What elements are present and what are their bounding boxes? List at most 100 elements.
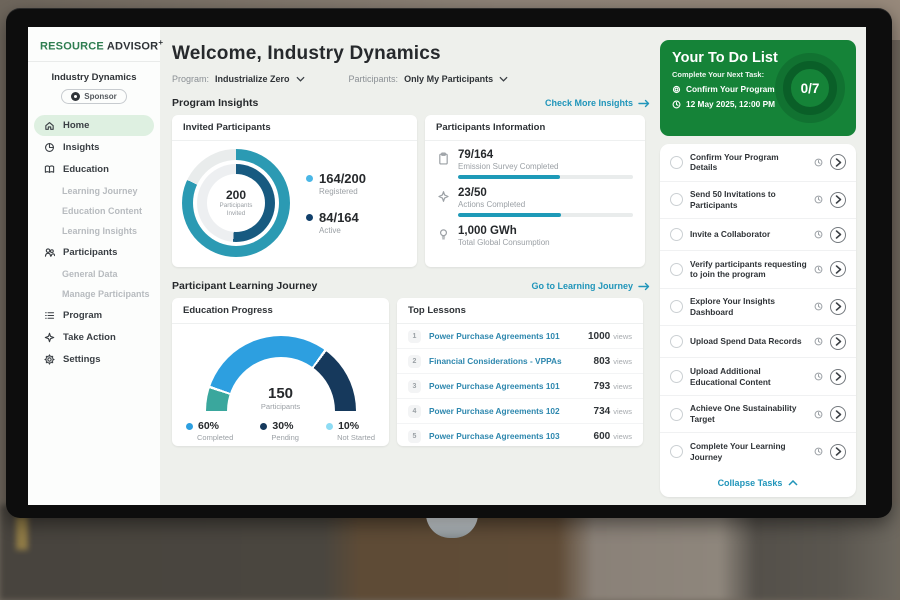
todo-progress-ring-inner: 0/7: [783, 61, 837, 115]
sidebar-item-learning-insights[interactable]: Learning Insights: [28, 221, 160, 241]
task-go-button[interactable]: [830, 369, 846, 385]
program-dropdown[interactable]: Program: Industrialize Zero: [172, 74, 305, 84]
lesson-views: 803: [594, 356, 611, 367]
task-label: Confirm Your Program Details: [690, 152, 807, 174]
collapse-tasks-link[interactable]: Collapse Tasks: [660, 470, 856, 497]
todo-summary-card: Your To Do List Complete Your Next Task:…: [660, 40, 856, 136]
task-checkbox[interactable]: [670, 300, 683, 313]
top-lessons-card: Top Lessons 1 Power Purchase Agreements …: [397, 298, 643, 446]
sponsor-icon: [71, 92, 80, 101]
program-icon: [44, 310, 55, 321]
sidebar-item-label: Education: [63, 164, 109, 175]
task-go-button[interactable]: [830, 192, 846, 208]
task-label: Complete Your Learning Journey: [690, 441, 807, 463]
insights-icon: [44, 142, 55, 153]
task-checkbox[interactable]: [670, 408, 683, 421]
actions-completed-value: 23/50: [458, 187, 633, 199]
pending-value: 30%: [272, 420, 293, 432]
education-icon: [44, 164, 55, 175]
legend-active: 84/164 Active: [306, 210, 366, 235]
sidebar-item-learning-journey[interactable]: Learning Journey: [28, 181, 160, 201]
donut-center: 200 Participants Invited: [182, 149, 290, 257]
participants-dropdown[interactable]: Participants: Only My Participants: [349, 74, 509, 84]
chevron-down-icon: [499, 76, 508, 82]
clock-icon: [814, 265, 823, 274]
lesson-views: 600: [594, 431, 611, 442]
chevron-right-icon: [835, 410, 842, 419]
sidebar-item-education[interactable]: Education: [34, 159, 154, 180]
task-row: Achieve One Sustainability Target: [660, 396, 856, 434]
sidebar-item-take-action[interactable]: Take Action: [34, 327, 154, 348]
progress-fill: [458, 175, 560, 179]
task-go-button[interactable]: [830, 406, 846, 422]
task-go-button[interactable]: [830, 261, 846, 277]
lesson-row: 2 Financial Considerations - VPPAs 803 v…: [397, 349, 643, 374]
legend-completed: 60% Completed: [186, 420, 233, 442]
card-title: Invited Participants: [172, 115, 417, 141]
task-checkbox[interactable]: [670, 193, 683, 206]
not-started-label: Not Started: [337, 433, 375, 442]
legend-registered: 164/200 Registered: [306, 171, 366, 196]
check-more-insights-link[interactable]: Check More Insights: [545, 98, 650, 108]
participants-count-label: Participants: [206, 402, 356, 411]
sidebar-item-settings[interactable]: Settings: [34, 349, 154, 370]
lesson-link[interactable]: Power Purchase Agreements 101: [429, 381, 594, 391]
collapse-tasks-label: Collapse Tasks: [718, 478, 783, 488]
participants-icon: [44, 247, 55, 258]
go-to-learning-journey-link[interactable]: Go to Learning Journey: [531, 281, 650, 291]
sidebar-item-manage-participants[interactable]: Manage Participants: [28, 284, 160, 304]
task-checkbox[interactable]: [670, 445, 683, 458]
todo-tasks-card: Confirm Your Program Details Send 50 Inv…: [660, 144, 856, 497]
task-row: Explore Your Insights Dashboard: [660, 289, 856, 327]
sidebar-item-program[interactable]: Program: [34, 305, 154, 326]
task-checkbox[interactable]: [670, 228, 683, 241]
lesson-rank: 5: [408, 430, 421, 443]
org-name: Industry Dynamics: [28, 72, 160, 83]
sidebar-item-education-content[interactable]: Education Content: [28, 201, 160, 221]
participants-filter-label: Participants:: [349, 74, 399, 84]
lesson-link[interactable]: Financial Considerations - VPPAs: [429, 356, 594, 366]
clock-icon: [814, 337, 823, 346]
chevron-right-icon: [835, 230, 842, 239]
clock-icon: [814, 410, 823, 419]
task-go-button[interactable]: [830, 299, 846, 315]
task-checkbox[interactable]: [670, 370, 683, 383]
task-go-button[interactable]: [830, 227, 846, 243]
task-label: Upload Additional Educational Content: [690, 366, 807, 388]
emission-survey-row: 79/164 Emission Survey Completed: [437, 149, 633, 179]
sidebar-item-participants[interactable]: Participants: [34, 242, 154, 263]
lesson-rank: 2: [408, 355, 421, 368]
lesson-link[interactable]: Power Purchase Agreements 102: [429, 406, 594, 416]
task-go-button[interactable]: [830, 444, 846, 460]
sidebar-item-insights[interactable]: Insights: [34, 137, 154, 158]
todo-progress-value: 0/7: [801, 81, 820, 96]
legend-dot-completed: [186, 423, 193, 430]
task-go-button[interactable]: [830, 334, 846, 350]
clock-icon: [814, 447, 823, 456]
sidebar-item-label: Settings: [63, 354, 100, 365]
logo-resource: RESOURCE: [40, 41, 104, 53]
clock-icon: [814, 302, 823, 311]
lesson-rank: 3: [408, 380, 421, 393]
task-checkbox[interactable]: [670, 263, 683, 276]
lesson-rank: 1: [408, 330, 421, 343]
lesson-link[interactable]: Power Purchase Agreements 101: [429, 331, 588, 341]
invited-card-body: 200 Participants Invited 164/200 Registe…: [172, 141, 417, 265]
task-go-button[interactable]: [830, 154, 846, 170]
task-checkbox[interactable]: [670, 335, 683, 348]
task-label: Achieve One Sustainability Target: [690, 403, 807, 425]
sidebar-item-home[interactable]: Home: [34, 115, 154, 136]
journey-cards-row: Education Progress 150 Participants 60% …: [172, 298, 650, 446]
task-label: Send 50 Invitations to Participants: [690, 189, 807, 211]
active-value: 84/164: [319, 210, 359, 225]
consumption-label: Total Global Consumption: [458, 238, 633, 247]
task-row: Invite a Collaborator: [660, 219, 856, 251]
sidebar-item-general-data[interactable]: General Data: [28, 264, 160, 284]
legend-dot-active: [306, 214, 313, 221]
link-label: Go to Learning Journey: [531, 281, 633, 291]
todo-due-label: 12 May 2025, 12:00 PM: [686, 99, 775, 109]
lesson-link[interactable]: Power Purchase Agreements 103: [429, 431, 594, 441]
task-checkbox[interactable]: [670, 156, 683, 169]
chevron-right-icon: [835, 337, 842, 346]
card-title: Top Lessons: [397, 298, 643, 324]
